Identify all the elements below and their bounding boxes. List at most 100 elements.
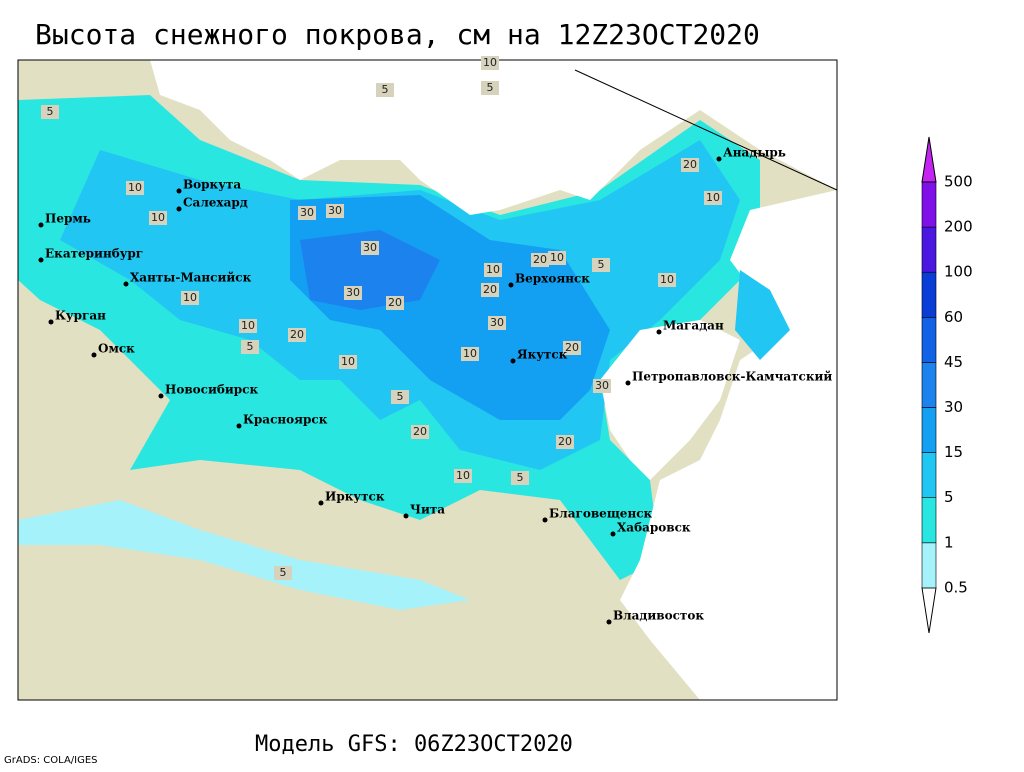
city-dot <box>91 352 97 358</box>
contour-label: 5 <box>598 258 605 271</box>
city-dot <box>656 329 662 335</box>
city-label: Воркута <box>183 178 241 192</box>
contour-label: 10 <box>241 319 255 332</box>
city-dot <box>176 188 182 194</box>
city-dot <box>542 517 548 523</box>
contour-label-bg <box>681 158 699 172</box>
contour-label: 30 <box>300 206 314 219</box>
legend-label: 500 <box>944 173 973 191</box>
city-label: Чита <box>410 503 445 517</box>
contour-label: 5 <box>487 81 494 94</box>
city-label: Анадырь <box>723 146 786 160</box>
city-label: Петропавловск-Камчатский <box>632 370 832 384</box>
contour-label-bg <box>481 81 499 95</box>
city-dot <box>508 282 514 288</box>
legend-swatch <box>921 362 937 408</box>
contour-label-bg <box>288 328 306 342</box>
contour-label: 20 <box>533 253 547 266</box>
city-label: Хабаровск <box>617 521 691 535</box>
contour-label-bg <box>658 273 676 287</box>
title: Высота снежного покрова, см на 12Z23OCT2… <box>35 18 760 51</box>
city-label: Ханты-Мансийск <box>130 271 252 285</box>
contour-label: 30 <box>346 286 360 299</box>
contour-label-bg <box>531 253 549 267</box>
city-dot <box>158 393 164 399</box>
contour-label: 10 <box>456 469 470 482</box>
contour-label-bg <box>461 347 479 361</box>
contour-label: 10 <box>183 291 197 304</box>
city-label: Омск <box>98 342 135 356</box>
legend-label: 0.5 <box>944 578 968 596</box>
city-label: Красноярск <box>243 413 328 427</box>
city-dot <box>403 513 409 519</box>
legend-swatch <box>921 497 937 544</box>
legend-label: 60 <box>944 308 963 326</box>
contour-label-bg <box>563 341 581 355</box>
arctic-ocean <box>150 60 837 215</box>
city-label: Верхоянск <box>515 272 590 286</box>
contour-label: 10 <box>483 56 497 69</box>
city-dot <box>176 206 182 212</box>
city-dot <box>625 380 631 386</box>
contour-label: 20 <box>683 158 697 171</box>
city-dot <box>123 281 129 287</box>
contour-label-bg <box>241 340 259 354</box>
contour-label: 10 <box>706 191 720 204</box>
contour-label-bg <box>344 286 362 300</box>
city-dot <box>318 500 324 506</box>
contour-label-bg <box>488 316 506 330</box>
okhotsk-sea <box>600 320 740 480</box>
city-dot <box>236 423 242 429</box>
contour-label-bg <box>454 469 472 483</box>
contour-label: 10 <box>341 355 355 368</box>
city-dot <box>606 619 612 625</box>
legend-swatch <box>921 181 937 228</box>
city-label: Новосибирск <box>165 383 258 397</box>
city-dot <box>38 222 44 228</box>
city-label: Салехард <box>183 196 248 210</box>
contour-label-bg <box>411 425 429 439</box>
contour-label: 10 <box>550 251 564 264</box>
legend-swatch <box>921 407 937 453</box>
contour-label-bg <box>484 263 502 277</box>
credit: GrADS: COLA/IGES <box>4 755 98 766</box>
legend-swatch <box>921 226 937 273</box>
legend-swatch <box>921 542 937 589</box>
contour-label: 20 <box>558 435 572 448</box>
city-label: Иркутск <box>325 490 385 504</box>
city-label: Владивосток <box>613 609 704 623</box>
snow-area <box>18 500 470 610</box>
contour-label-bg <box>181 291 199 305</box>
city-dot <box>510 358 516 364</box>
contour-label-bg <box>593 379 611 393</box>
city-label: Магадан <box>663 319 724 333</box>
city-label: Благовещенск <box>549 507 653 521</box>
map <box>17 59 838 701</box>
contour-label-bg <box>339 355 357 369</box>
contour-label: 5 <box>397 390 404 403</box>
legend-label: 100 <box>944 263 973 281</box>
contour-label-bg <box>511 471 529 485</box>
date-line <box>574 69 838 191</box>
contour-label-bg <box>391 390 409 404</box>
contour-label: 10 <box>660 273 674 286</box>
contour-label: 10 <box>486 263 500 276</box>
kamchatka <box>735 270 790 360</box>
contour-label: 20 <box>388 296 402 309</box>
city-label: Екатеринбург <box>45 247 143 261</box>
contour-label-bg <box>126 181 144 195</box>
contour-label-bg <box>149 211 167 225</box>
legend-triangle <box>921 587 937 633</box>
city-dot <box>610 531 616 537</box>
city-dot <box>48 319 54 325</box>
legend-triangle <box>921 136 937 183</box>
contour-label: 30 <box>328 204 342 217</box>
contour-label-bg <box>326 204 344 218</box>
contour-label-bg <box>361 241 379 255</box>
contour-label: 30 <box>363 241 377 254</box>
contour-label: 5 <box>47 105 54 118</box>
contour-label-bg <box>298 206 316 220</box>
legend-label: 5 <box>944 488 954 506</box>
contour-label: 20 <box>413 425 427 438</box>
legend-label: 1 <box>944 533 954 551</box>
